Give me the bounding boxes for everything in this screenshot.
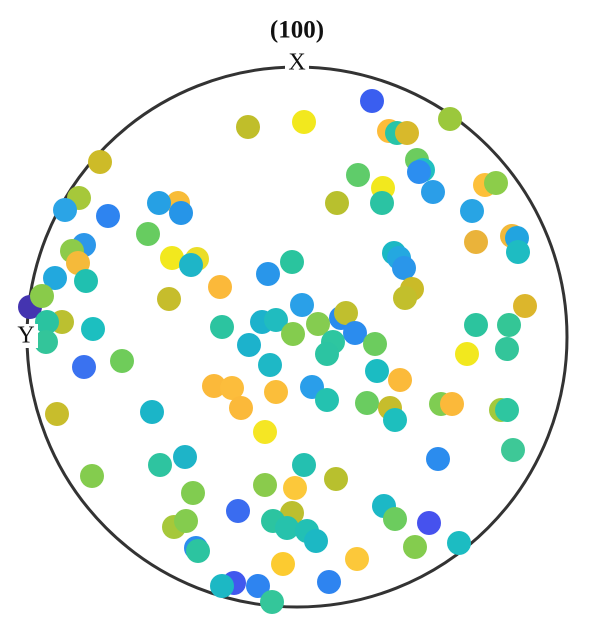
x-direction-label: X [288, 50, 305, 76]
point [43, 266, 67, 290]
point [226, 499, 250, 523]
point [174, 509, 198, 533]
point [81, 317, 105, 341]
point [464, 313, 488, 337]
point [110, 349, 134, 373]
chart-title: (100) [270, 17, 324, 44]
point [501, 438, 525, 462]
point [88, 150, 112, 174]
point [179, 253, 203, 277]
point [334, 301, 358, 325]
point [495, 337, 519, 361]
point [484, 171, 508, 195]
point [370, 191, 394, 215]
point [30, 284, 54, 308]
point [34, 330, 58, 354]
point [210, 315, 234, 339]
y-direction-label: Y [17, 323, 34, 349]
point [363, 332, 387, 356]
point [80, 464, 104, 488]
point [275, 516, 299, 540]
point [271, 552, 295, 576]
point [181, 481, 205, 505]
point [421, 180, 445, 204]
point [438, 107, 462, 131]
point [253, 473, 277, 497]
point [169, 201, 193, 225]
point [281, 322, 305, 346]
point [388, 368, 412, 392]
point [147, 191, 171, 215]
point [460, 199, 484, 223]
point [455, 342, 479, 366]
point [497, 313, 521, 337]
point [157, 287, 181, 311]
point [260, 590, 284, 614]
point [417, 511, 441, 535]
point [395, 121, 419, 145]
point [440, 392, 464, 416]
point [407, 160, 431, 184]
point [506, 240, 530, 264]
point [317, 570, 341, 594]
point [140, 400, 164, 424]
point [96, 204, 120, 228]
label-bg [285, 52, 309, 74]
point [513, 294, 537, 318]
point [35, 310, 59, 334]
point [355, 391, 379, 415]
point [72, 355, 96, 379]
point [208, 275, 232, 299]
point [315, 342, 339, 366]
point [53, 198, 77, 222]
point [210, 574, 234, 598]
point [256, 262, 280, 286]
point [324, 467, 348, 491]
points [18, 89, 537, 614]
point [383, 507, 407, 531]
point [343, 321, 367, 345]
point [229, 396, 253, 420]
point [315, 388, 339, 412]
point [392, 256, 416, 280]
label-bg [14, 324, 38, 348]
point [264, 380, 288, 404]
point [464, 230, 488, 254]
point [360, 89, 384, 113]
point [383, 408, 407, 432]
point [290, 293, 314, 317]
point [66, 251, 90, 275]
point [186, 539, 210, 563]
point [202, 374, 226, 398]
point [246, 574, 270, 598]
point [280, 250, 304, 274]
point [306, 312, 330, 336]
point [258, 353, 282, 377]
point [253, 420, 277, 444]
point [220, 376, 244, 400]
point [74, 269, 98, 293]
point [136, 222, 160, 246]
point [403, 535, 427, 559]
point [236, 115, 260, 139]
point [365, 359, 389, 383]
point [292, 453, 316, 477]
point [237, 333, 261, 357]
point [283, 476, 307, 500]
point [325, 191, 349, 215]
point [292, 110, 316, 134]
point [148, 453, 172, 477]
point [45, 402, 69, 426]
point [173, 445, 197, 469]
point [447, 531, 471, 555]
point [304, 529, 328, 553]
point [495, 398, 519, 422]
point [393, 286, 417, 310]
point [346, 163, 370, 187]
point [426, 447, 450, 471]
point [160, 246, 184, 270]
point [264, 308, 288, 332]
point [345, 547, 369, 571]
